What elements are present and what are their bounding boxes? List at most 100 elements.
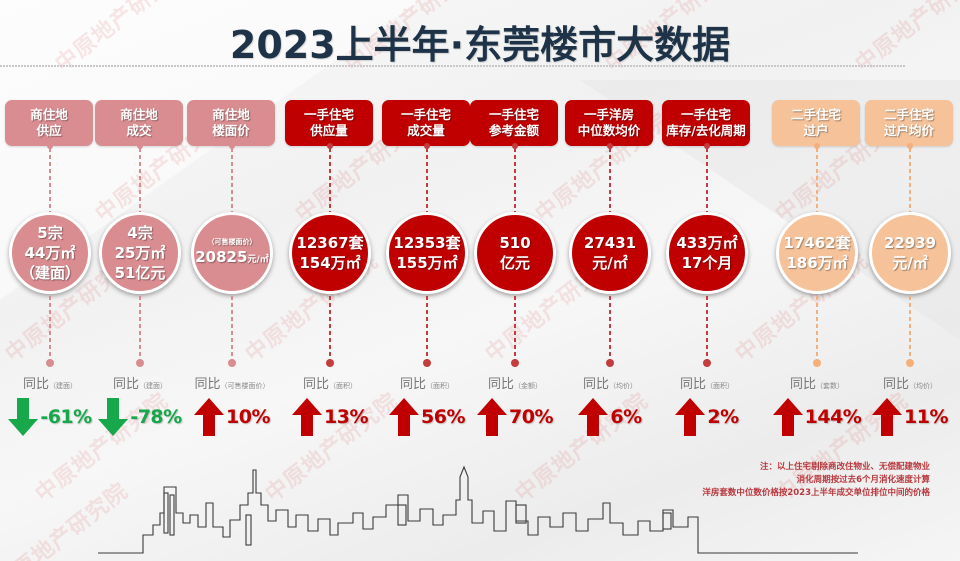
dashed-connector — [609, 148, 611, 212]
dashed-connector — [231, 148, 233, 212]
metric-value-line: 17462套 — [783, 234, 851, 252]
yoy-basis: （套数） — [816, 382, 844, 390]
dashed-connector — [231, 296, 233, 362]
footnote-line: 注：以上住宅剔除商改住物业、无偿配建物业 — [759, 462, 930, 472]
metric-column: 一手住宅 成交量 12353套 155万㎡ 同比（面积） 56% — [382, 100, 472, 440]
yoy-basis: （均价） — [609, 382, 637, 390]
yoy-basis: （金额） — [514, 382, 542, 390]
metric-value-line: 44万㎡ — [24, 244, 76, 262]
metric-column: 商住地 成交 4宗 25万㎡ 51亿元 同比（建面） -78% — [95, 100, 185, 440]
dashed-connector — [909, 296, 911, 362]
yoy-text: 同比 — [399, 377, 426, 392]
yoy-change: 13% — [285, 395, 375, 439]
metric-value-unit: 元/㎡ — [247, 254, 269, 265]
metric-label-box: 商住地 供应 — [5, 100, 93, 146]
connector-dot — [47, 143, 53, 149]
connector-dot — [703, 359, 711, 367]
metric-label-line1: 商住地 — [120, 107, 158, 122]
yoy-change: 6% — [565, 395, 655, 439]
yoy-text: 同比 — [194, 377, 221, 392]
dashed-connector — [514, 148, 516, 212]
connector-dot — [704, 143, 710, 149]
connector-dot — [136, 359, 144, 367]
yoy-change: 10% — [187, 395, 277, 439]
metric-label-box: 一手住宅 成交量 — [382, 100, 470, 146]
metric-value-line: 510 — [499, 234, 531, 252]
metric-label-line1: 一手住宅 — [303, 107, 354, 122]
metric-column: 二手住宅 过户均价 22939 元/㎡ 同比（均价） 11% — [865, 100, 955, 440]
yoy-change: 70% — [470, 395, 560, 439]
metric-value-line: 4宗 — [127, 224, 153, 242]
yoy-text: 同比 — [882, 377, 909, 392]
metric-label-line1: 二手住宅 — [790, 107, 841, 122]
yoy-label: 同比（均价） — [865, 373, 955, 392]
yoy-text: 同比 — [22, 377, 49, 392]
arrow-up-icon — [872, 398, 902, 436]
metric-label-line1: 商住地 — [212, 107, 250, 122]
metric-value-circle: 4宗 25万㎡ 51亿元 — [99, 212, 181, 294]
metric-label-line2: 成交量 — [407, 123, 445, 138]
metric-value-line: 155万㎡ — [396, 254, 458, 272]
metric-label-line2: 过户 — [803, 123, 829, 138]
yoy-basis: （面积） — [426, 382, 454, 390]
metric-value-line: 20825元/㎡ — [194, 247, 270, 270]
connector-dot — [906, 359, 914, 367]
metric-column: 商住地 供应 5宗 44万㎡ （建面） 同比（建面） -61% — [5, 100, 95, 440]
metric-value-line: 17个月 — [681, 254, 733, 272]
yoy-text: 同比 — [487, 377, 514, 392]
metric-label-line1: 一手洋房 — [583, 107, 634, 122]
metric-column: 一手住宅 参考金额 510 亿元 同比（金额） 70% — [470, 100, 560, 440]
connector-dot — [229, 143, 235, 149]
yoy-change-value: 56% — [421, 406, 465, 428]
yoy-label: 同比（套数） — [772, 373, 862, 392]
yoy-basis: （面积） — [706, 382, 734, 390]
metric-label-line2: 库存/去化周期 — [666, 123, 746, 138]
metric-value-circle: 22939 元/㎡ — [869, 212, 951, 294]
yoy-change: -78% — [95, 395, 185, 439]
metric-value-line: 元/㎡ — [592, 254, 628, 272]
metric-label-box: 一手住宅 供应量 — [285, 100, 373, 146]
dashed-connector — [329, 148, 331, 212]
dashed-connector — [816, 148, 818, 212]
yoy-change-value: 144% — [804, 406, 862, 428]
dashed-connector — [49, 148, 51, 212]
metric-value-circle: 433万㎡ 17个月 — [666, 212, 748, 294]
metric-column: 商住地 楼面价 （可售楼面价） 20825元/㎡ 同比（可售楼面价） 10% — [187, 100, 277, 440]
yoy-label: 同比（面积） — [285, 373, 375, 392]
metric-value-circle: 27431 元/㎡ — [569, 212, 651, 294]
connector-dot — [326, 359, 334, 367]
city-skyline-illustration — [98, 465, 858, 554]
metric-value-circle: （可售楼面价） 20825元/㎡ — [191, 212, 273, 294]
metric-label-box: 二手住宅 过户 — [772, 100, 860, 146]
metric-label-box: 一手住宅 参考金额 — [470, 100, 558, 146]
yoy-text: 同比 — [112, 377, 139, 392]
metric-value-circle: 12367套 154万㎡ — [289, 212, 371, 294]
metric-value-line: 25万㎡ — [114, 244, 166, 262]
metric-label-line1: 商住地 — [30, 107, 68, 122]
title-divider — [0, 65, 905, 67]
footnote-line: 消化周期按过去6个月消化速度计算 — [796, 475, 930, 485]
dashed-connector — [909, 148, 911, 212]
yoy-label: 同比（可售楼面价） — [187, 373, 277, 392]
metric-value-line: 12367套 — [296, 234, 364, 252]
connector-dot — [512, 143, 518, 149]
arrow-up-icon — [772, 398, 803, 436]
dashed-connector — [514, 296, 516, 362]
yoy-basis: （建面） — [49, 382, 77, 390]
metric-value-line: 186万㎡ — [786, 254, 848, 272]
yoy-change: 2% — [662, 395, 752, 439]
yoy-label: 同比（金额） — [470, 373, 560, 392]
metric-label-line1: 一手住宅 — [400, 107, 451, 122]
yoy-basis: （可售楼面价） — [220, 382, 270, 390]
yoy-change-value: 11% — [904, 406, 948, 428]
arrow-down-icon — [8, 398, 39, 436]
metric-column: 一手洋房 中位数均价 27431 元/㎡ 同比（均价） 6% — [565, 100, 655, 440]
metric-label-line1: 一手住宅 — [680, 107, 731, 122]
metric-value-line: 51亿元 — [114, 264, 166, 282]
metric-label-box: 商住地 成交 — [95, 100, 183, 146]
metric-value-qualifier: （可售楼面价） — [207, 237, 257, 246]
dashed-connector — [49, 296, 51, 362]
metric-value-line: 元/㎡ — [892, 254, 928, 272]
arrow-down-icon — [98, 398, 129, 436]
dashed-connector — [329, 296, 331, 362]
